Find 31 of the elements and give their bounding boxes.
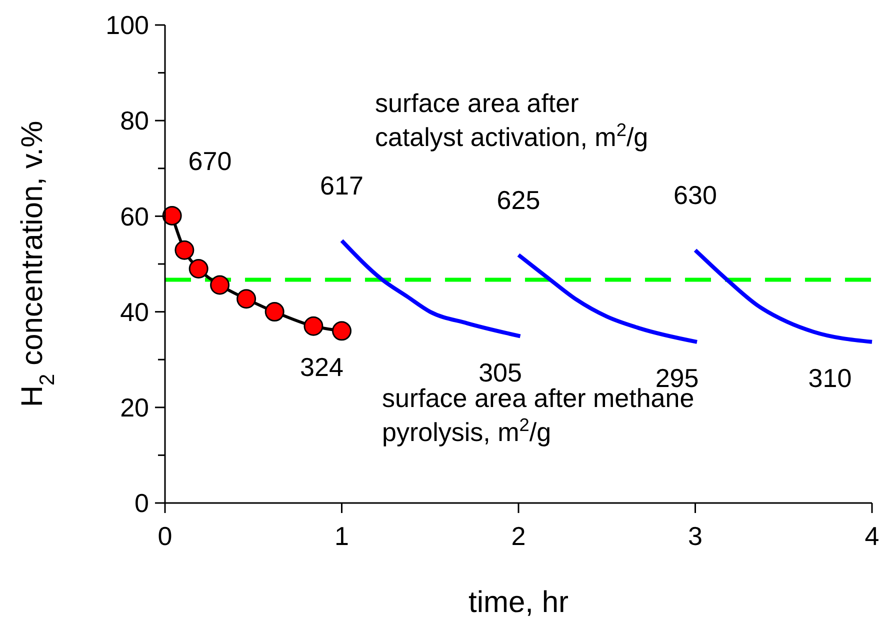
x-axis-title: time, hr [468,586,569,619]
y-tick-label: 0 [134,488,149,518]
point [236,289,256,309]
x-tick-label: 2 [511,521,526,551]
x-tick-label: 3 [688,521,702,551]
annotation: surface area after catalyst activation, m$^{2}$/g [375,88,648,152]
y-tick-label: 20 [120,392,149,422]
annotation: 305 [478,357,522,388]
point [174,240,194,260]
line-series [516,252,700,344]
x-tick-label: 4 [864,521,880,551]
point [332,321,352,341]
point [162,206,182,226]
annotation: 324 [300,352,344,382]
y-tick-label: 100 [106,10,149,40]
y-tick-label: 40 [120,296,149,327]
line-series [693,248,874,344]
annotation: 617 [320,170,364,201]
annotation: 630 [674,180,717,210]
point [264,302,284,322]
x-tick-label: 0 [158,521,172,551]
y-tick-label: 60 [120,201,149,232]
line-series [340,238,522,338]
point [188,259,208,279]
annotation: 625 [496,185,540,216]
point [210,275,230,295]
annotation: 670 [188,146,232,176]
annotation: 310 [808,363,852,394]
x-tick-label: 1 [334,521,349,551]
point [304,316,324,336]
y-tick-label: 80 [120,106,149,136]
